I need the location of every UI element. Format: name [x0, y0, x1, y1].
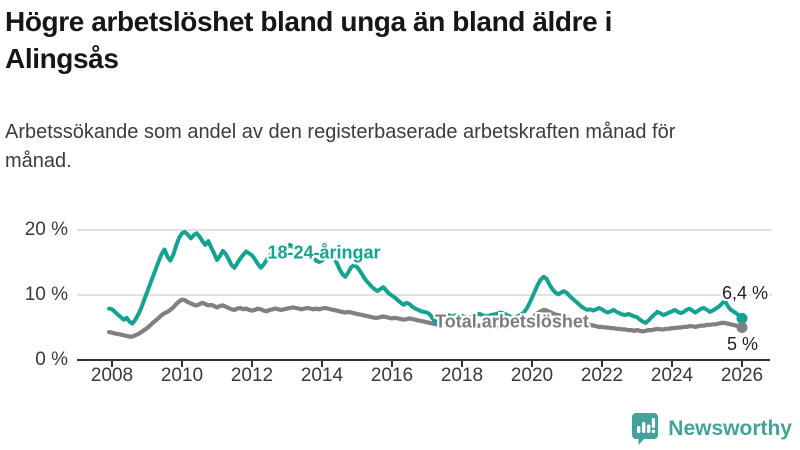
x-axis-tick-label: 2022 — [580, 365, 624, 386]
x-axis-tick-label: 2018 — [440, 365, 484, 386]
end-value-label-total: 5 % — [726, 334, 758, 354]
chart-subtitle: Arbetssökande som andel av den registerb… — [5, 121, 676, 172]
x-axis-tick-label: 2020 — [510, 365, 554, 386]
series-label-youth: 18-24-åringar — [267, 242, 381, 263]
newsworthy-logo[interactable]: Newsworthy — [631, 412, 792, 445]
y-axis-tick-label: 20 % — [24, 219, 68, 240]
newsworthy-logo-icon — [632, 413, 659, 445]
x-axis-tick-label: 2012 — [230, 365, 274, 386]
series-line-total — [106, 297, 745, 339]
x-axis-tick-label: 2016 — [370, 365, 414, 386]
gridlines — [77, 229, 772, 296]
series-label-total: Total arbetslöshet — [435, 311, 589, 332]
end-value-label-youth: 6,4 % — [721, 283, 768, 303]
y-axis-tick-label: 0 % — [35, 349, 68, 370]
x-axis-tick-label: 2014 — [300, 365, 344, 386]
series-line-youth — [107, 230, 744, 326]
page-title: Högre arbetslöshet bland unga än bland ä… — [5, 6, 613, 74]
newsworthy-logo-text: Newsworthy — [668, 416, 792, 440]
x-axis-tick-label: 2008 — [90, 365, 134, 386]
y-axis-tick-label: 10 % — [24, 284, 68, 305]
x-axis-tick-label: 2026 — [720, 365, 764, 386]
series-endpoint-total — [736, 322, 748, 333]
x-axis — [77, 359, 770, 367]
series-endpoint-youth — [736, 312, 748, 324]
x-axis-tick-label: 2010 — [160, 365, 204, 386]
x-axis-tick-label: 2024 — [650, 365, 694, 386]
